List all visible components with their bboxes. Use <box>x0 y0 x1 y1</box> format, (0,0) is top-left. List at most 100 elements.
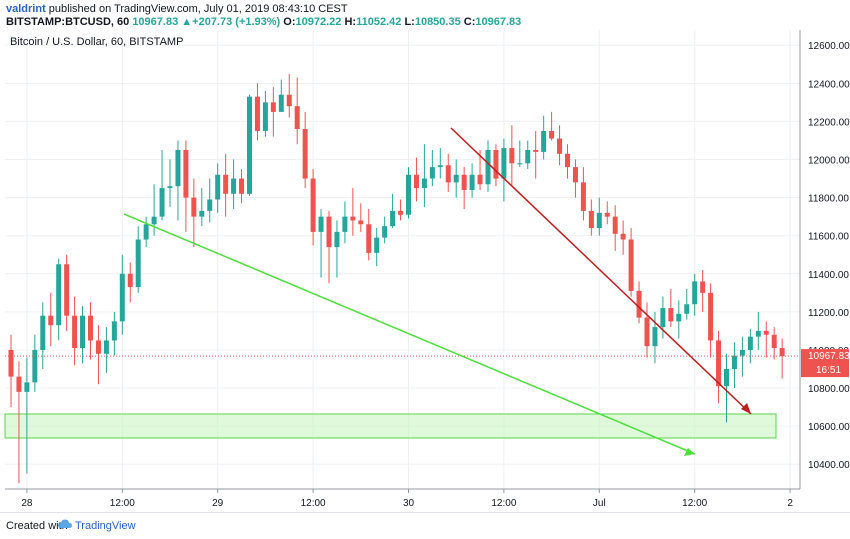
candle[interactable] <box>231 159 237 210</box>
candle[interactable] <box>763 321 769 358</box>
candle[interactable] <box>207 178 213 223</box>
candle[interactable] <box>485 140 491 192</box>
candle[interactable] <box>652 311 658 364</box>
candle[interactable] <box>334 220 340 278</box>
candle[interactable] <box>724 353 729 423</box>
candle[interactable] <box>278 79 284 112</box>
candle[interactable] <box>493 144 499 187</box>
candle[interactable] <box>119 254 125 335</box>
candle[interactable] <box>771 327 777 360</box>
candle[interactable] <box>549 111 555 141</box>
candle[interactable] <box>135 226 141 293</box>
candle[interactable] <box>406 167 411 219</box>
candle[interactable] <box>525 140 531 170</box>
candle[interactable] <box>8 334 14 408</box>
candle[interactable] <box>326 210 332 284</box>
candle[interactable] <box>628 228 634 297</box>
candle[interactable] <box>739 336 745 377</box>
candle[interactable] <box>660 296 666 339</box>
candle[interactable] <box>708 283 714 358</box>
time-axis[interactable]: 28 12:00 29 12:00 30 12:00 Jul 12:00 2 <box>21 489 793 509</box>
candle[interactable] <box>755 311 761 350</box>
candle[interactable] <box>509 125 515 187</box>
candle[interactable] <box>127 262 133 303</box>
candle[interactable] <box>318 209 324 278</box>
candle[interactable] <box>700 269 706 312</box>
candle[interactable] <box>48 292 54 347</box>
candle[interactable] <box>557 125 563 166</box>
price-axis[interactable]: 12600.00 12400.00 12200.00 12000.00 11800.00… <box>808 41 850 471</box>
candle[interactable] <box>541 115 547 160</box>
candle[interactable] <box>596 197 602 236</box>
candle[interactable] <box>24 357 30 474</box>
candle[interactable] <box>239 169 245 204</box>
candle[interactable] <box>636 281 642 324</box>
candle[interactable] <box>294 77 300 145</box>
candle[interactable] <box>437 148 443 179</box>
candle[interactable] <box>302 111 308 189</box>
candle[interactable] <box>143 216 149 248</box>
candle[interactable] <box>580 167 586 221</box>
candle[interactable] <box>684 289 690 320</box>
candle[interactable] <box>342 201 348 244</box>
candle[interactable] <box>350 188 356 236</box>
candle[interactable] <box>668 289 674 328</box>
candle[interactable] <box>644 302 650 358</box>
candle[interactable] <box>429 149 435 187</box>
candle[interactable] <box>183 140 189 232</box>
candle[interactable] <box>469 163 475 198</box>
candle[interactable] <box>612 205 618 251</box>
candle[interactable] <box>716 330 722 404</box>
candle[interactable] <box>382 216 388 244</box>
candle[interactable] <box>286 73 292 118</box>
candle[interactable] <box>421 144 427 208</box>
candle[interactable] <box>533 130 539 179</box>
candle[interactable] <box>103 327 109 373</box>
candle[interactable] <box>692 273 698 316</box>
support-zone[interactable] <box>4 413 777 439</box>
support-trend-line[interactable] <box>123 213 696 455</box>
candle[interactable] <box>620 220 626 255</box>
candle[interactable] <box>572 159 578 198</box>
candle[interactable] <box>366 209 372 261</box>
candle[interactable] <box>731 342 737 389</box>
candle[interactable] <box>676 300 682 339</box>
price-chart[interactable]: Bitcoin / U.S. Dollar, 60, BITSTAMP 1260… <box>0 30 850 512</box>
publisher-link[interactable]: valdrint <box>6 3 46 15</box>
candle[interactable] <box>223 153 229 217</box>
candle[interactable] <box>413 157 419 202</box>
candle[interactable] <box>588 199 594 236</box>
candle[interactable] <box>747 329 753 364</box>
candle[interactable] <box>445 153 451 192</box>
candle[interactable] <box>16 361 22 484</box>
candle[interactable] <box>453 159 459 198</box>
candle[interactable] <box>390 193 396 229</box>
candle[interactable] <box>64 254 70 331</box>
candle[interactable] <box>95 325 101 385</box>
candle[interactable] <box>72 296 78 366</box>
candle[interactable] <box>374 228 380 267</box>
candle[interactable] <box>215 163 221 213</box>
candle[interactable] <box>262 90 268 137</box>
candle[interactable] <box>779 338 785 379</box>
candle[interactable] <box>398 199 404 221</box>
candle[interactable] <box>254 83 260 141</box>
tradingview-link[interactable]: TradingView <box>75 520 136 532</box>
candle[interactable] <box>56 258 62 341</box>
candle[interactable] <box>199 188 205 227</box>
candle[interactable] <box>247 94 252 196</box>
candle[interactable] <box>461 167 467 210</box>
candle[interactable] <box>191 178 197 248</box>
candle[interactable] <box>111 311 117 356</box>
candle[interactable] <box>175 140 181 221</box>
candle[interactable] <box>88 302 93 360</box>
candle[interactable] <box>565 144 570 179</box>
candle[interactable] <box>270 87 276 137</box>
candle[interactable] <box>159 149 165 221</box>
candle[interactable] <box>501 138 507 202</box>
candle[interactable] <box>517 140 523 168</box>
candle[interactable] <box>40 302 46 370</box>
candle[interactable] <box>80 306 86 364</box>
candle[interactable] <box>167 159 173 208</box>
candle[interactable] <box>604 201 610 225</box>
